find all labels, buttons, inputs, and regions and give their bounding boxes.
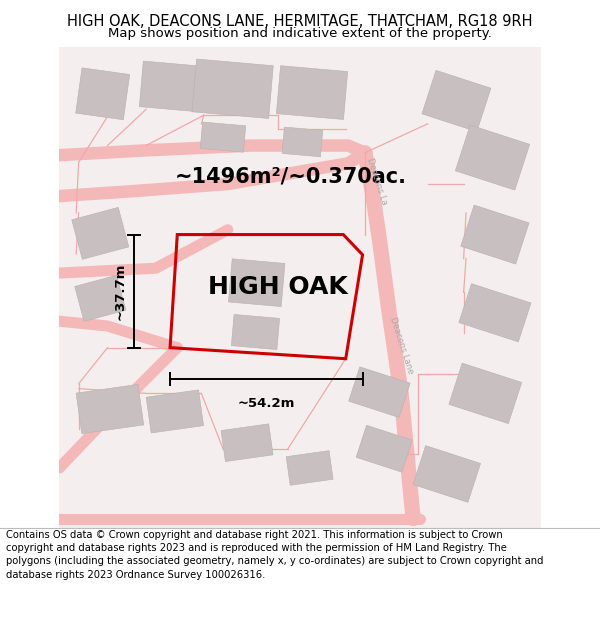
Text: HIGH OAK, DEACONS LANE, HERMITAGE, THATCHAM, RG18 9RH: HIGH OAK, DEACONS LANE, HERMITAGE, THATC… [67,14,533,29]
Text: ~1496m²/~0.370ac.: ~1496m²/~0.370ac. [175,167,407,187]
Text: Deacons Lane: Deacons Lane [388,316,415,375]
Bar [200,122,246,152]
Text: Contains OS data © Crown copyright and database right 2021. This information is : Contains OS data © Crown copyright and d… [6,530,544,579]
Bar [76,384,144,434]
Bar [349,367,410,418]
Bar [277,66,347,119]
Bar [192,59,273,119]
Text: ~54.2m: ~54.2m [238,398,295,410]
Bar [76,68,130,120]
Bar [455,125,530,190]
Bar [286,451,333,485]
Bar [74,275,126,321]
Bar [229,259,285,307]
Text: HIGH OAK: HIGH OAK [208,276,348,299]
Text: Deacons La: Deacons La [365,157,389,206]
Bar [139,61,206,112]
Text: ~37.7m: ~37.7m [114,262,127,320]
Bar [461,205,529,264]
Bar [422,71,491,132]
Bar [72,208,129,259]
Bar [413,446,481,503]
Bar [282,127,323,157]
Bar [356,425,412,472]
Text: Map shows position and indicative extent of the property.: Map shows position and indicative extent… [108,27,492,40]
Bar [146,390,203,433]
Bar [449,363,522,424]
Bar [221,424,273,461]
Bar [232,314,280,349]
Bar [459,284,531,342]
